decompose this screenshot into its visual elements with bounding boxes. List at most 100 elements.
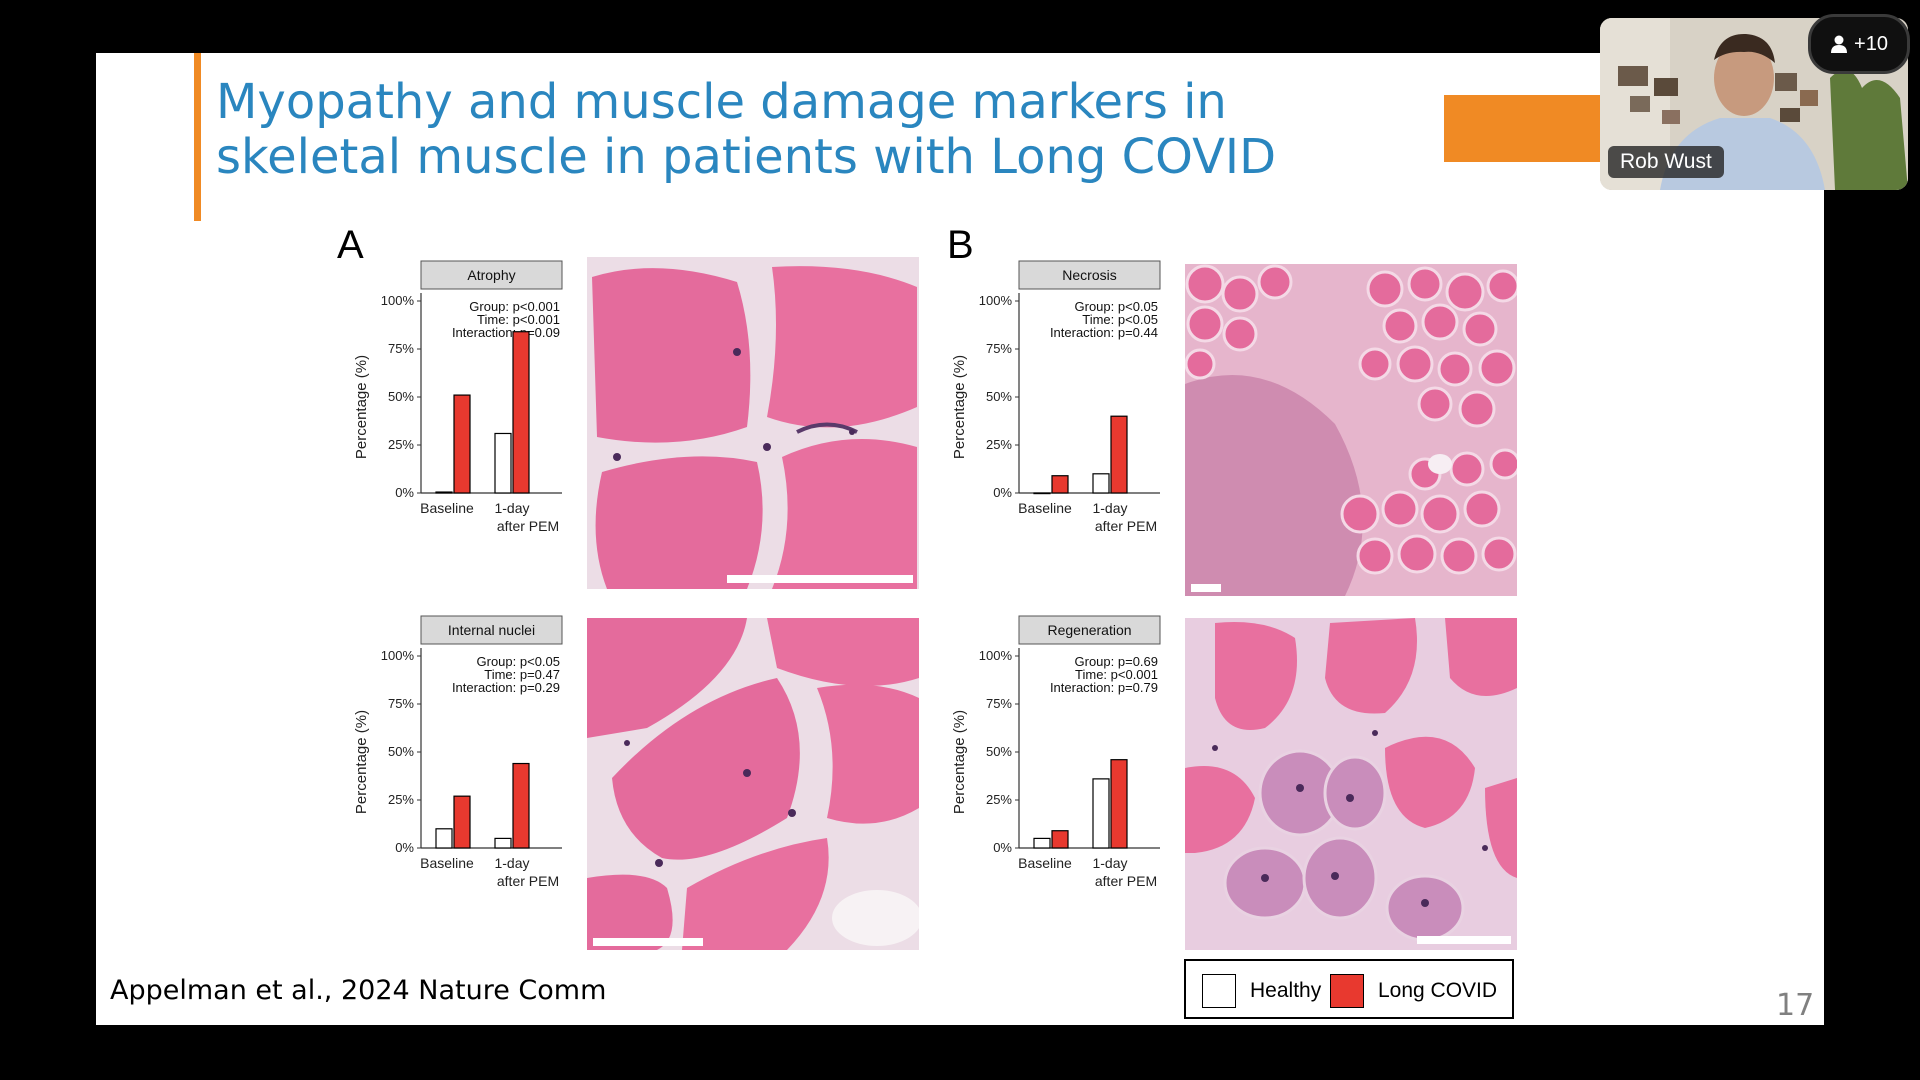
bar-long-covid bbox=[512, 331, 530, 494]
chart-title-strip bbox=[420, 260, 563, 290]
scale-bar bbox=[1417, 936, 1511, 944]
y-axis-label: Percentage (%) bbox=[353, 355, 370, 459]
legend-item-healthy: Healthy bbox=[1202, 974, 1321, 1008]
bar-healthy bbox=[1033, 492, 1051, 495]
bar-long-covid bbox=[1110, 759, 1128, 849]
participant-name-tag: Rob Wust bbox=[1608, 146, 1724, 178]
chart-necrosis: Necrosis Group: p<0.05 Time: p<0.05 Interac… bbox=[944, 260, 1164, 534]
x-tick-label: 1-day bbox=[494, 855, 529, 871]
y-tick-label: 0% bbox=[993, 840, 1012, 855]
x-tick-label: after PEM bbox=[1095, 518, 1157, 534]
y-tick-label: 50% bbox=[388, 389, 414, 404]
bar-healthy bbox=[494, 432, 512, 494]
bar-long-covid bbox=[512, 762, 530, 849]
chart-title-strip bbox=[1018, 615, 1161, 645]
scale-bar bbox=[593, 938, 703, 946]
chart-title-strip bbox=[420, 615, 563, 645]
chart-stat-label: Group: p<0.05 bbox=[477, 654, 560, 669]
orange-accent-block bbox=[1444, 95, 1614, 162]
bar-healthy bbox=[435, 491, 453, 494]
bar-long-covid bbox=[453, 394, 471, 494]
chart-stat-label: Interaction: p=0.44 bbox=[1050, 325, 1158, 340]
x-tick-label: Baseline bbox=[420, 500, 474, 516]
x-tick-label: 1-day bbox=[1092, 500, 1127, 516]
y-tick-label: 100% bbox=[979, 648, 1013, 663]
chart-title: Necrosis bbox=[1062, 267, 1116, 283]
scale-bar bbox=[1191, 584, 1221, 592]
y-tick-label: 0% bbox=[395, 840, 414, 855]
page-number: 17 bbox=[1776, 988, 1815, 1023]
title-accent-bar bbox=[194, 53, 201, 221]
x-tick-label: after PEM bbox=[497, 873, 559, 889]
chart-stat-label: Group: p<0.05 bbox=[1075, 299, 1158, 314]
y-axis-label: Percentage (%) bbox=[353, 710, 370, 814]
bar-long-covid bbox=[1051, 830, 1069, 849]
scale-bar bbox=[727, 575, 913, 583]
y-axis-label: Percentage (%) bbox=[951, 355, 968, 459]
citation: Appelman et al., 2024 Nature Comm bbox=[110, 975, 607, 1006]
y-tick-label: 50% bbox=[986, 389, 1012, 404]
chart-stat-label: Time: p<0.001 bbox=[1075, 667, 1158, 682]
y-axis-label: Percentage (%) bbox=[951, 710, 968, 814]
chart-title: Regeneration bbox=[1047, 622, 1131, 638]
x-tick-label: Baseline bbox=[1018, 500, 1072, 516]
participant-video-tile[interactable]: Rob Wust bbox=[1600, 18, 1908, 190]
chart-internal-nuclei: Internal nuclei Group: p<0.05 Time: p=0.47… bbox=[346, 615, 566, 889]
legend-label-long-covid: Long COVID bbox=[1378, 979, 1498, 1002]
y-tick-label: 0% bbox=[993, 485, 1012, 500]
title-line-2: skeletal muscle in patients with Long CO… bbox=[216, 129, 1277, 185]
panel-label-a: A bbox=[337, 223, 364, 267]
x-tick-label: after PEM bbox=[497, 518, 559, 534]
bar-healthy bbox=[494, 837, 512, 849]
y-tick-label: 50% bbox=[388, 744, 414, 759]
bar-long-covid bbox=[1110, 415, 1128, 494]
person-icon bbox=[1831, 35, 1848, 53]
panel-label-b: B bbox=[947, 223, 974, 267]
slide-title: Myopathy and muscle damage markers in sk… bbox=[216, 75, 1316, 185]
y-tick-label: 50% bbox=[986, 744, 1012, 759]
chart-stat-label: Interaction: p=0.29 bbox=[452, 680, 560, 695]
legend-swatch-healthy bbox=[1202, 974, 1236, 1008]
legend-swatch-long-covid bbox=[1330, 974, 1364, 1008]
x-tick-label: after PEM bbox=[1095, 873, 1157, 889]
chart-stat-label: Group: p<0.001 bbox=[469, 299, 560, 314]
chart-stat-label: Interaction: p=0.09 bbox=[452, 325, 560, 340]
x-tick-label: 1-day bbox=[494, 500, 529, 516]
bar-healthy bbox=[1092, 473, 1110, 494]
title-line-1: Myopathy and muscle damage markers in bbox=[216, 74, 1227, 130]
y-tick-label: 75% bbox=[388, 341, 414, 356]
bar-long-covid bbox=[453, 795, 471, 849]
participants-count: +10 bbox=[1854, 32, 1888, 55]
x-tick-label: Baseline bbox=[420, 855, 474, 871]
x-tick-label: 1-day bbox=[1092, 855, 1127, 871]
chart-stat-label: Interaction: p=0.79 bbox=[1050, 680, 1158, 695]
legend: Healthy Long COVID bbox=[1184, 959, 1514, 1019]
y-tick-label: 75% bbox=[388, 696, 414, 711]
histology-image-necrosis bbox=[1185, 264, 1517, 596]
y-tick-label: 0% bbox=[395, 485, 414, 500]
legend-label-healthy: Healthy bbox=[1250, 979, 1322, 1002]
chart-stat-label: Time: p<0.001 bbox=[477, 312, 560, 327]
chart-stat-label: Time: p<0.05 bbox=[1082, 312, 1158, 327]
chart-atrophy: Atrophy Group: p<0.001 Time: p<0.001 Intera… bbox=[346, 260, 566, 534]
bar-healthy bbox=[1092, 778, 1110, 849]
y-tick-label: 25% bbox=[986, 437, 1012, 452]
chart-stat-label: Time: p=0.47 bbox=[484, 667, 560, 682]
bar-long-covid bbox=[1051, 475, 1069, 494]
y-tick-label: 25% bbox=[388, 792, 414, 807]
chart-title: Internal nuclei bbox=[448, 622, 535, 638]
y-tick-label: 100% bbox=[979, 293, 1013, 308]
x-tick-label: Baseline bbox=[1018, 855, 1072, 871]
y-tick-label: 25% bbox=[986, 792, 1012, 807]
y-tick-label: 25% bbox=[388, 437, 414, 452]
slide: Myopathy and muscle damage markers in sk… bbox=[96, 53, 1824, 1025]
y-tick-label: 75% bbox=[986, 341, 1012, 356]
participants-count-button[interactable]: +10 bbox=[1808, 14, 1910, 74]
y-tick-label: 75% bbox=[986, 696, 1012, 711]
bar-healthy bbox=[435, 828, 453, 849]
y-tick-label: 100% bbox=[381, 648, 415, 663]
